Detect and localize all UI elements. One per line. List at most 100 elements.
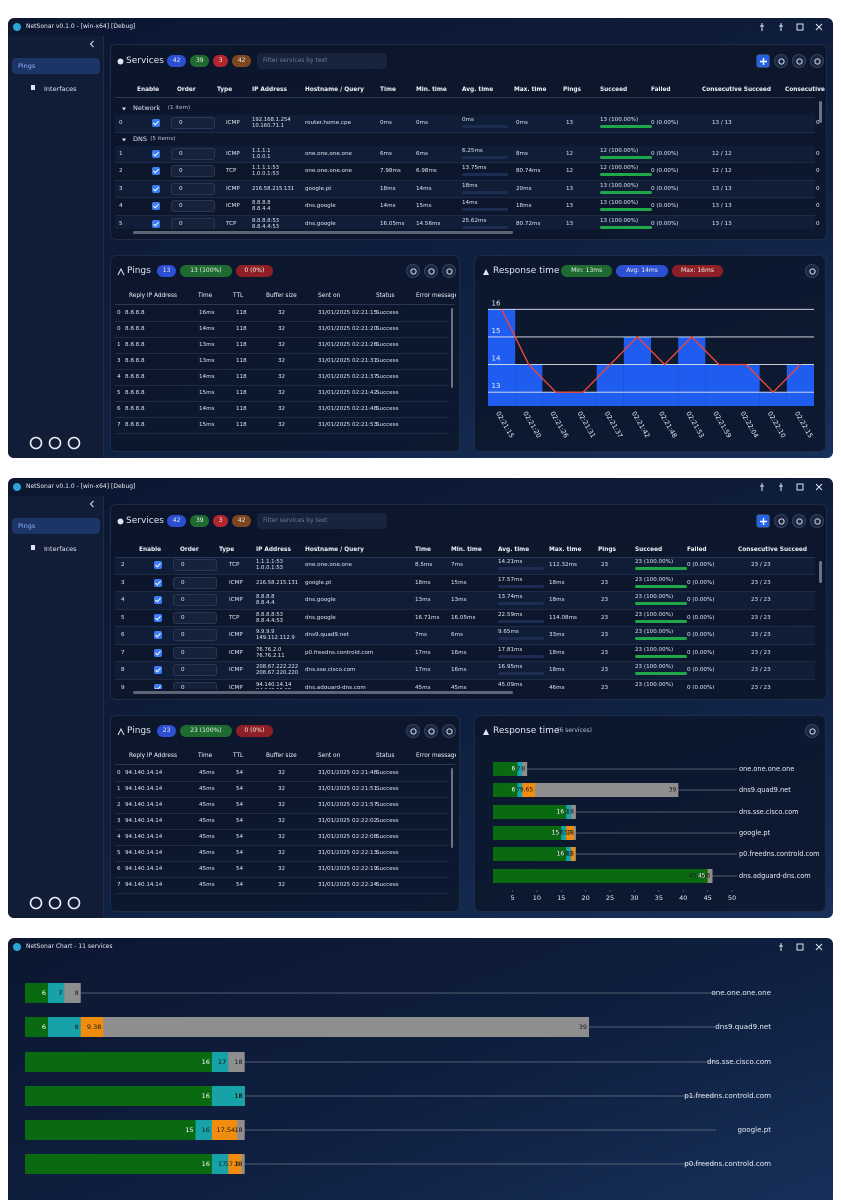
- enable-checkbox[interactable]: [154, 631, 162, 639]
- nav-item[interactable]: Pings: [18, 522, 36, 530]
- cell: 12: [566, 168, 574, 174]
- enable-checkbox[interactable]: [154, 561, 162, 569]
- cell: 23 / 23: [751, 614, 771, 621]
- cell: 6ms: [451, 632, 463, 638]
- cell: 14ms: [199, 374, 215, 380]
- enable-checkbox[interactable]: [152, 149, 160, 158]
- order-box[interactable]: [173, 646, 217, 659]
- nav-item[interactable]: Pings: [18, 62, 36, 70]
- filter-input[interactable]: Filter services by text: [257, 53, 387, 69]
- column-header: Succeed: [600, 87, 628, 93]
- column-header: TTL: [233, 753, 244, 759]
- value-label: 16: [202, 1126, 210, 1134]
- enable-checkbox[interactable]: [154, 578, 162, 587]
- order-box[interactable]: [173, 664, 217, 676]
- column-header: Max. time: [549, 547, 582, 553]
- icon-button[interactable]: [756, 514, 770, 528]
- cell: 32: [278, 422, 286, 428]
- order-box[interactable]: [173, 559, 217, 571]
- enable-checkbox[interactable]: [152, 202, 160, 210]
- cell: 0 (0.00%): [651, 203, 679, 209]
- succeed-bar: [600, 190, 652, 194]
- cell: 14ms: [199, 406, 215, 412]
- maximize-button: [796, 23, 804, 31]
- ip-address: 192.168.1.254: [252, 117, 291, 123]
- column-header: Hostname / Query: [305, 87, 364, 93]
- enable-checkbox[interactable]: [152, 219, 160, 228]
- cell: 16ms: [451, 667, 467, 673]
- column-header: Avg. time: [462, 87, 494, 93]
- cell: 94.140.14.14: [125, 818, 163, 824]
- cell: 33ms: [549, 632, 565, 638]
- nav-item[interactable]: Interfaces: [44, 545, 77, 553]
- cell: 31/01/2025 02:22:24: [318, 882, 378, 888]
- icon-button[interactable]: [792, 54, 806, 68]
- icon-button[interactable]: [805, 724, 819, 738]
- window-controls: [760, 483, 823, 491]
- check: [155, 685, 161, 689]
- enable-checkbox[interactable]: [152, 119, 160, 127]
- cell: ICMP: [229, 649, 243, 656]
- cell: 13: [566, 120, 574, 126]
- order-box[interactable]: [173, 629, 217, 641]
- cell: 45ms: [199, 882, 215, 888]
- avg-bar: [462, 155, 508, 159]
- icon-button[interactable]: [774, 514, 788, 528]
- x-tick-label: 02:21:48: [657, 410, 679, 439]
- enable-checkbox[interactable]: [154, 666, 162, 674]
- order-box[interactable]: [173, 594, 217, 606]
- cell: 8.8.8.8: [125, 374, 145, 380]
- badge: 13 (100%): [180, 265, 232, 277]
- icon-button[interactable]: [406, 264, 420, 278]
- cell: 31/01/2025 02:22:02: [318, 818, 378, 824]
- cell: one.one.one.one: [305, 150, 352, 157]
- icon-button[interactable]: [805, 264, 819, 278]
- cell: 7: [121, 649, 125, 656]
- enable-checkbox[interactable]: [154, 683, 162, 689]
- order-box[interactable]: [171, 217, 215, 229]
- icon-button[interactable]: [756, 54, 770, 68]
- icon-button[interactable]: [424, 724, 438, 738]
- enable-checkbox[interactable]: [152, 167, 160, 175]
- order-box[interactable]: [171, 117, 215, 129]
- icon-button[interactable]: [406, 724, 420, 738]
- check: [153, 168, 159, 174]
- order-box[interactable]: [173, 576, 217, 589]
- enable-checkbox[interactable]: [154, 596, 162, 604]
- x-tick-label: 02:21:37: [603, 410, 625, 439]
- cell: 31/01/2025 02:21:31: [318, 358, 378, 364]
- order-box[interactable]: [171, 182, 215, 195]
- icon-button[interactable]: [442, 264, 456, 278]
- cell: 0: [179, 150, 183, 157]
- icon-button[interactable]: [424, 264, 438, 278]
- enable-checkbox[interactable]: [154, 648, 162, 657]
- cell: 118: [236, 342, 247, 348]
- order-box[interactable]: [171, 200, 215, 212]
- icon-button[interactable]: [810, 54, 824, 68]
- value-label: 45.09: [689, 873, 706, 880]
- cell: 94.140.14.14: [125, 770, 163, 776]
- nav-icon: [31, 85, 35, 90]
- icon-button[interactable]: [792, 514, 806, 528]
- enable-checkbox[interactable]: [152, 184, 160, 193]
- filter-input[interactable]: Filter services by text: [257, 513, 387, 529]
- window-button: [779, 483, 783, 491]
- cell: Success: [376, 358, 399, 364]
- icon-button[interactable]: [810, 514, 824, 528]
- order-box[interactable]: [173, 681, 217, 689]
- cell: 54: [236, 786, 244, 792]
- order-box[interactable]: [171, 165, 215, 177]
- check: [155, 597, 161, 603]
- cell: 13 (100.00%): [600, 117, 639, 123]
- icon: [410, 268, 417, 275]
- cell: 12 (100.00%): [600, 147, 639, 154]
- icon-button[interactable]: [442, 724, 456, 738]
- nav-item[interactable]: Interfaces: [44, 85, 77, 93]
- enable-checkbox[interactable]: [154, 613, 162, 622]
- cell: 32: [278, 866, 286, 872]
- window-button: [779, 943, 783, 951]
- icon-button[interactable]: [774, 54, 788, 68]
- succeed-bar: [600, 155, 652, 159]
- order-box[interactable]: [171, 147, 215, 160]
- order-box[interactable]: [173, 611, 217, 624]
